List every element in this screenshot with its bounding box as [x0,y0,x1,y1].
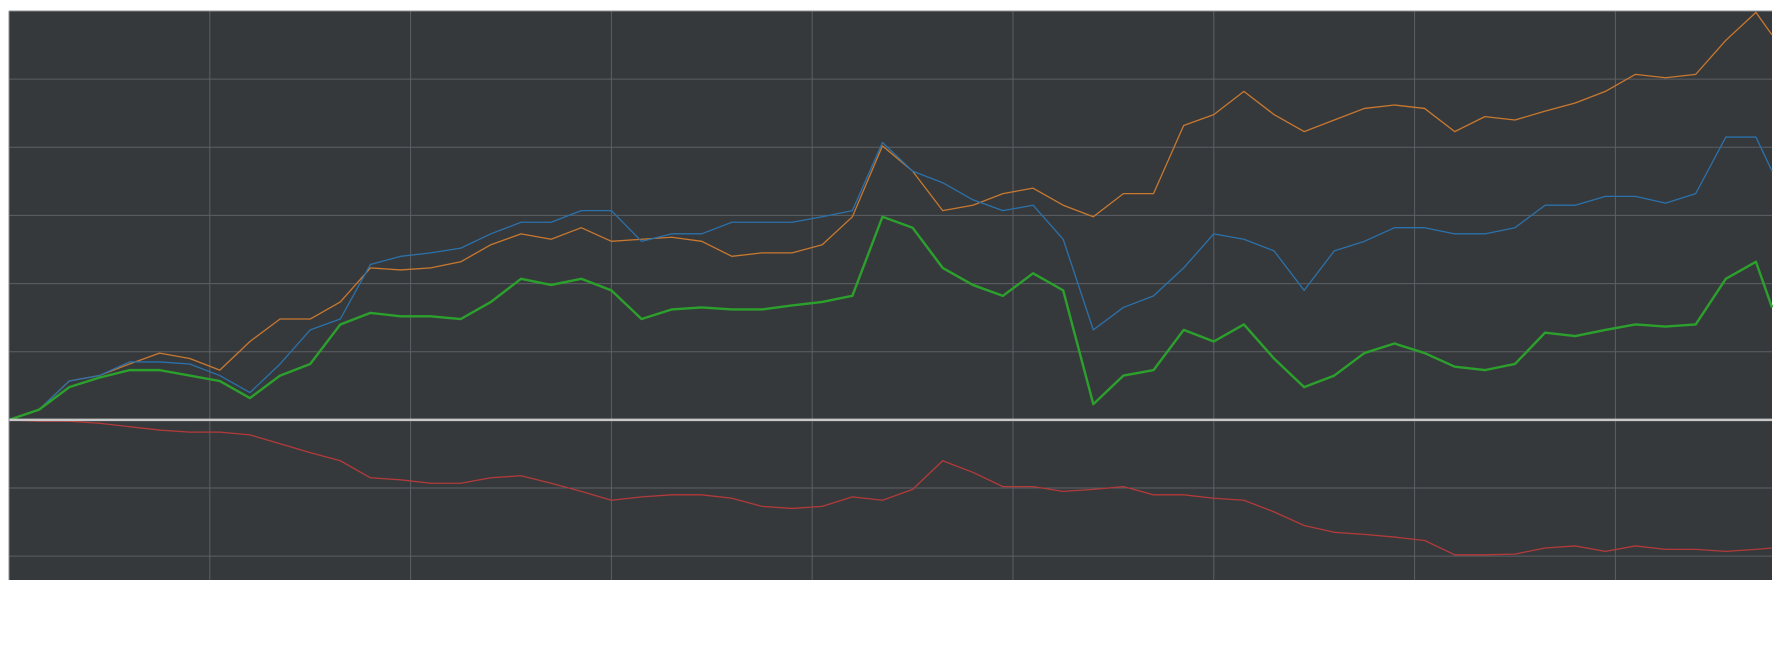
series-line [8,136,1773,421]
series-line [8,11,1773,421]
series-line [8,419,1773,556]
plot-background [9,11,1772,580]
series-line [8,215,1774,421]
